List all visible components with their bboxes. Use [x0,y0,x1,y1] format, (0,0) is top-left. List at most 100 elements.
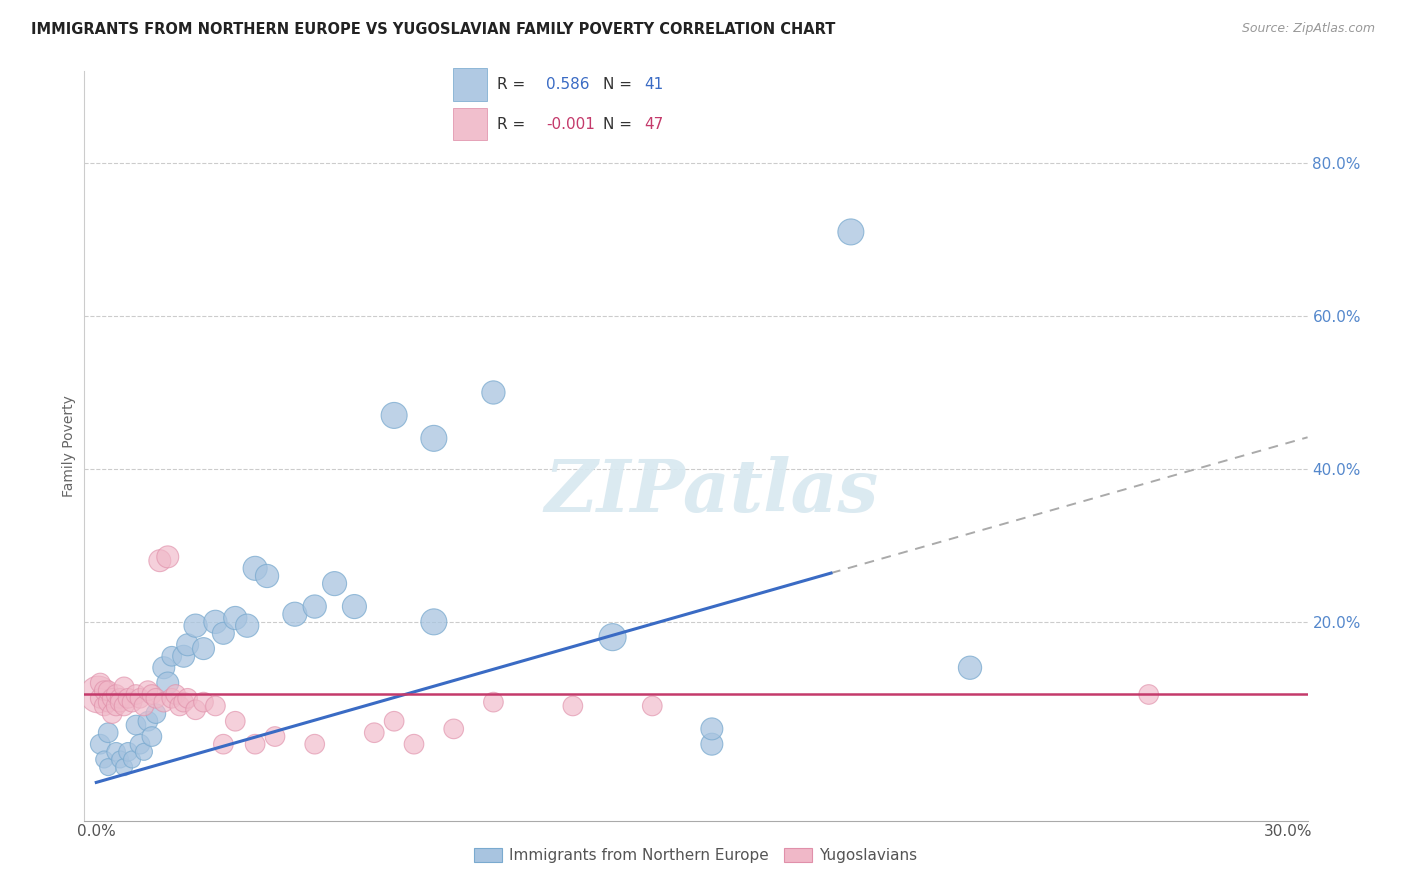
Point [89,737,111,751]
Point [129,691,152,706]
Text: Source: ZipAtlas.com: Source: ZipAtlas.com [1241,22,1375,36]
Point [700,737,723,751]
Point [117,691,139,706]
Point [423,431,446,445]
Point [112,760,135,774]
Point [145,691,167,706]
Point [1137,688,1160,702]
Point [97,725,120,739]
Text: IMMIGRANTS FROM NORTHERN EUROPE VS YUGOSLAVIAN FAMILY POVERTY CORRELATION CHART: IMMIGRANTS FROM NORTHERN EUROPE VS YUGOS… [31,22,835,37]
Point [105,688,128,702]
Point [402,737,425,751]
Point [108,752,131,766]
Point [184,703,207,717]
Point [152,661,174,675]
Point [700,722,723,736]
Point [121,752,143,766]
Point [561,698,583,713]
Point [152,695,174,709]
Point [169,698,191,713]
Text: 30.0%: 30.0% [1264,824,1312,839]
Point [156,676,179,690]
Point [132,745,155,759]
Point [132,698,155,713]
Point [176,691,198,706]
Point [236,618,259,632]
Point [423,615,446,629]
Point [129,737,152,751]
Point [212,737,235,751]
Point [125,688,148,702]
Point [165,688,187,702]
Text: R =: R = [498,117,526,132]
Point [117,745,139,759]
Point [97,695,120,709]
Point [93,698,115,713]
Point [343,599,366,614]
Point [204,698,226,713]
Point [224,714,246,729]
Point [101,706,124,721]
Point [193,695,215,709]
Legend: Immigrants from Northern Europe, Yugoslavians: Immigrants from Northern Europe, Yugosla… [468,842,924,869]
Point [304,599,326,614]
Point [121,695,143,709]
Point [93,683,115,698]
Point [108,691,131,706]
Point [108,695,131,709]
Point [87,688,110,702]
Point [112,680,135,694]
Point [112,698,135,713]
Point [839,225,862,239]
Bar [453,69,486,101]
Point [243,561,266,575]
Point [160,691,183,706]
Point [173,649,195,664]
Point [482,695,505,709]
Point [149,554,172,568]
Point [176,638,198,652]
Point [89,691,111,706]
Point [156,549,179,564]
Point [323,576,346,591]
Point [443,722,465,736]
Point [97,683,120,698]
Point [193,641,215,656]
Text: ZIPatlas: ZIPatlas [544,457,879,527]
Text: N =: N = [603,77,631,92]
Point [224,611,246,625]
Y-axis label: Family Poverty: Family Poverty [62,395,76,497]
Point [959,661,981,675]
Point [641,698,664,713]
Point [212,626,235,640]
Point [482,385,505,400]
Point [89,676,111,690]
Text: -0.001: -0.001 [546,117,595,132]
Point [125,718,148,732]
Point [363,725,385,739]
Point [136,714,159,729]
Text: 47: 47 [644,117,664,132]
Point [101,691,124,706]
Point [184,618,207,632]
Point [602,630,624,644]
Point [93,752,115,766]
Point [145,706,167,721]
Point [382,714,405,729]
Point [136,683,159,698]
Point [173,695,195,709]
Point [256,569,278,583]
Point [141,730,163,744]
Text: 0.586: 0.586 [546,77,589,92]
Text: N =: N = [603,117,631,132]
Text: 0.0%: 0.0% [77,824,115,839]
Text: R =: R = [498,77,526,92]
Text: 41: 41 [644,77,664,92]
Point [97,760,120,774]
Point [243,737,266,751]
Point [160,649,183,664]
Point [264,730,287,744]
Point [141,688,163,702]
Point [204,615,226,629]
Point [382,409,405,423]
